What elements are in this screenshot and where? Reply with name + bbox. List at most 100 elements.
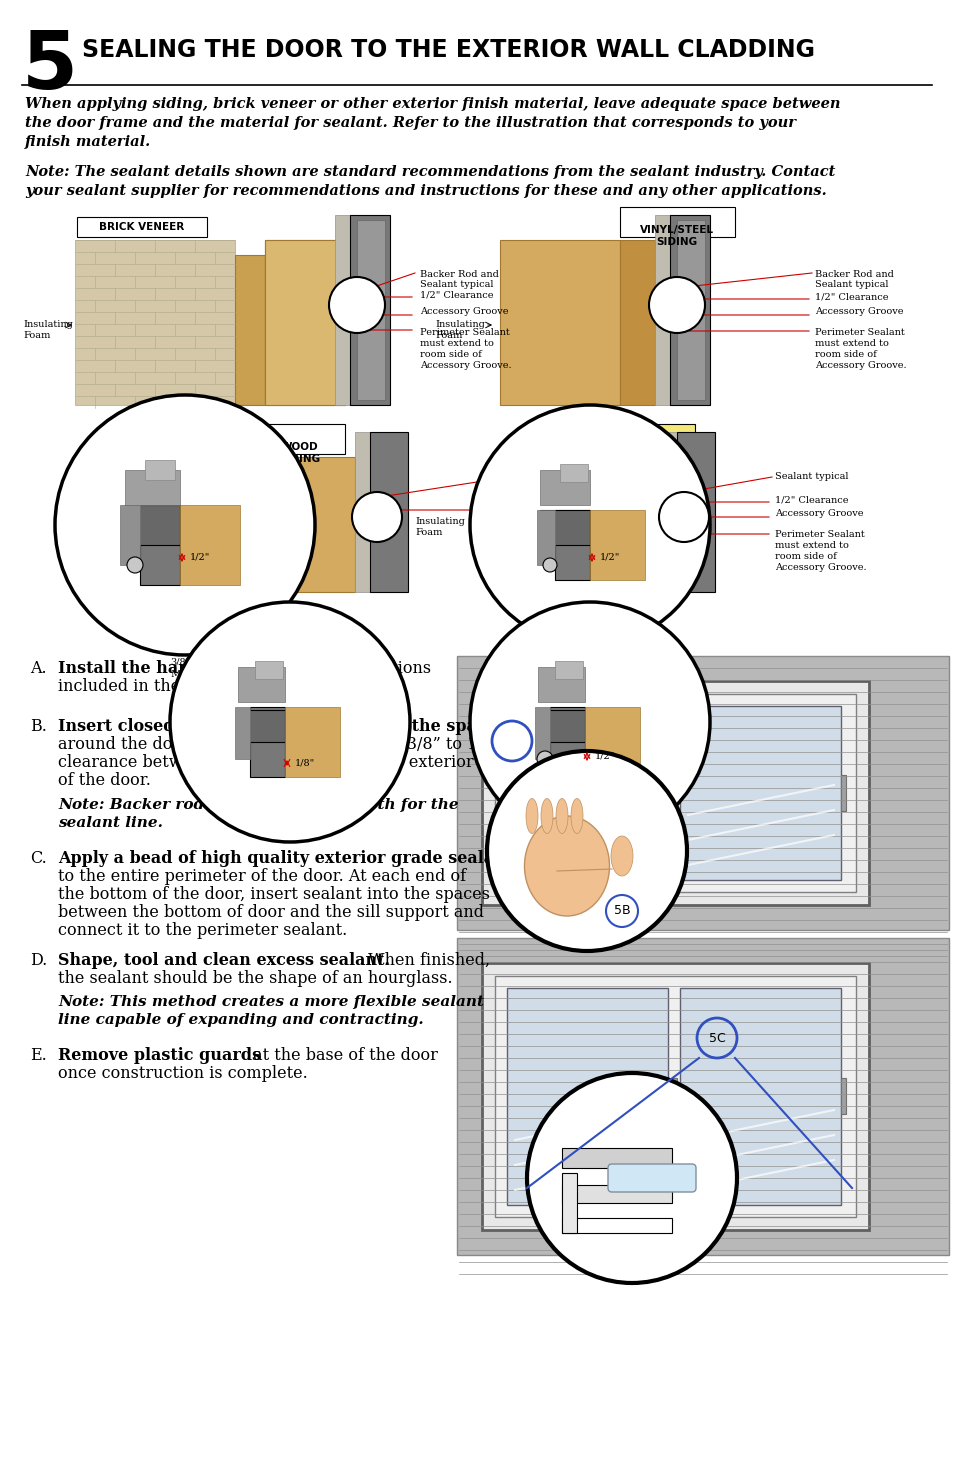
Bar <box>664 432 677 591</box>
Bar <box>550 707 584 777</box>
Text: A.: A. <box>30 659 47 677</box>
Bar <box>180 504 240 586</box>
Bar <box>679 707 841 881</box>
Text: Note: The sealant details shown are standard recommendations from the sealant in: Note: The sealant details shown are stan… <box>25 165 835 198</box>
Text: 3/8": 3/8" <box>577 844 597 853</box>
Ellipse shape <box>55 395 314 655</box>
Text: VINYL/STEEL
SIDING: VINYL/STEEL SIDING <box>639 226 713 246</box>
Bar <box>234 707 250 760</box>
Bar <box>370 432 408 591</box>
Text: connect it to the perimeter sealant.: connect it to the perimeter sealant. <box>58 922 347 940</box>
Bar <box>355 432 370 591</box>
Bar <box>559 465 587 482</box>
Bar <box>589 510 644 580</box>
Bar <box>125 504 180 544</box>
Text: Min.: Min. <box>577 855 599 864</box>
Text: C.: C. <box>30 850 47 867</box>
Text: Insulating
Foam: Insulating Foam <box>435 320 484 339</box>
Bar <box>285 707 339 777</box>
Text: Sealant typical: Sealant typical <box>479 478 553 487</box>
Text: the bottom of the door, insert sealant into the spaces: the bottom of the door, insert sealant i… <box>58 886 490 903</box>
Text: Perimeter Sealant
must extend to
room side of
Accessory Groove.: Perimeter Sealant must extend to room si… <box>419 327 511 370</box>
Circle shape <box>537 751 553 767</box>
Text: SEALING THE DOOR TO THE EXTERIOR WALL CLADDING: SEALING THE DOOR TO THE EXTERIOR WALL CL… <box>82 38 814 62</box>
Text: 5B: 5B <box>613 904 630 917</box>
Text: Remove plastic guards: Remove plastic guards <box>58 1047 261 1063</box>
Text: between the bottom of door and the sill support and: between the bottom of door and the sill … <box>58 904 483 920</box>
Text: B.: B. <box>30 718 47 735</box>
Bar <box>561 1173 577 1233</box>
Bar <box>254 661 283 679</box>
Text: WOOD
SIDING: WOOD SIDING <box>279 442 320 463</box>
Text: 1/2": 1/2" <box>599 553 619 562</box>
Bar <box>539 471 589 504</box>
Bar <box>555 661 582 679</box>
Bar <box>639 457 664 591</box>
Bar <box>265 240 345 406</box>
Text: sealant line.: sealant line. <box>58 816 163 830</box>
Text: 3/8": 3/8" <box>577 648 597 656</box>
Text: clearance between the backer rod and the exterior face: clearance between the backer rod and the… <box>58 754 512 771</box>
Ellipse shape <box>470 406 709 645</box>
Bar <box>120 504 140 565</box>
Bar <box>671 774 677 811</box>
Bar <box>561 1184 671 1204</box>
Text: When applying siding, brick veneer or other exterior finish material, leave adeq: When applying siding, brick veneer or ot… <box>25 97 840 149</box>
Text: WOOD SIDING
WITH TRIM: WOOD SIDING WITH TRIM <box>580 442 662 463</box>
Text: Perimeter Sealant
must extend to
room side of
Accessory Groove.: Perimeter Sealant must extend to room si… <box>774 530 865 572</box>
Text: Min.: Min. <box>170 670 193 678</box>
Text: Backer Rod and
Sealant typical: Backer Rod and Sealant typical <box>814 270 893 289</box>
Bar <box>481 681 868 906</box>
Bar <box>254 423 345 454</box>
Text: included in the hardware box.: included in the hardware box. <box>58 678 302 695</box>
Text: line capable of expanding and contracting.: line capable of expanding and contractin… <box>58 1013 423 1027</box>
Bar <box>619 207 734 237</box>
Ellipse shape <box>571 798 582 833</box>
Bar <box>677 220 704 400</box>
Bar <box>537 709 584 742</box>
Bar <box>125 471 180 504</box>
Bar <box>539 510 589 544</box>
Ellipse shape <box>170 602 410 842</box>
Text: Accessory Groove: Accessory Groove <box>774 509 862 519</box>
Text: Insulating
Foam: Insulating Foam <box>120 518 170 537</box>
Bar <box>456 938 948 1255</box>
Circle shape <box>486 751 686 951</box>
Circle shape <box>542 558 557 572</box>
Bar <box>250 707 285 777</box>
Text: 1/2": 1/2" <box>595 751 615 761</box>
Text: Sealant typical: Sealant typical <box>774 472 847 481</box>
Bar <box>356 220 385 400</box>
Bar <box>77 217 207 237</box>
Bar <box>145 460 174 479</box>
Circle shape <box>127 558 143 572</box>
Bar <box>140 504 180 586</box>
Text: 1/8": 1/8" <box>294 758 314 767</box>
Circle shape <box>605 895 638 926</box>
Bar <box>350 215 390 406</box>
Circle shape <box>526 1072 737 1283</box>
Circle shape <box>352 493 401 541</box>
Text: Insert closed cell foam backer rod into the space: Insert closed cell foam backer rod into … <box>58 718 497 735</box>
Text: Shape, tool and clean excess sealant.: Shape, tool and clean excess sealant. <box>58 951 390 969</box>
Bar <box>561 1218 671 1233</box>
Text: Min.: Min. <box>577 659 599 668</box>
Bar <box>495 695 855 892</box>
Bar <box>619 240 655 406</box>
Bar <box>537 667 584 702</box>
Bar <box>561 1148 671 1168</box>
Circle shape <box>329 277 385 333</box>
Circle shape <box>648 277 704 333</box>
Bar <box>499 240 619 406</box>
Bar <box>841 774 845 811</box>
Bar <box>506 707 667 881</box>
Text: BRICK VENEER: BRICK VENEER <box>99 223 185 232</box>
Text: 5: 5 <box>22 28 78 106</box>
Text: 3/8": 3/8" <box>170 658 190 667</box>
Ellipse shape <box>556 798 567 833</box>
Text: D.: D. <box>30 951 48 969</box>
Bar <box>75 215 415 406</box>
Bar <box>679 988 841 1205</box>
Text: Accessory Groove: Accessory Groove <box>419 307 508 317</box>
Bar <box>495 976 855 1217</box>
